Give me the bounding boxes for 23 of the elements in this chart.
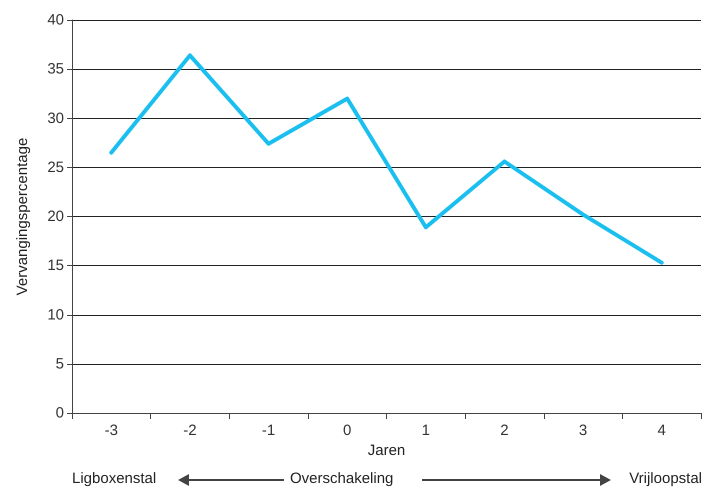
x-tick-label: 3 [578,422,588,439]
x-tick-label: -1 [262,422,276,439]
y-tick-label: 30 [47,110,64,127]
y-tick-label: 5 [56,355,64,372]
y-tick-label: 20 [47,208,64,225]
x-axis-title: Jaren [368,442,406,459]
text: Overschakeling [290,470,394,487]
y-tick-label: 10 [47,306,64,324]
text: Vrijloopstal [629,470,702,487]
y-tick-label: 35 [47,60,64,78]
x-tick-label: 2 [500,422,509,439]
text: Ligboxenstal [72,470,156,487]
y-tick-label: 40 [47,12,64,28]
x-tick-label: 4 [658,422,666,439]
y-axis-title: Vervangingspercentage [14,138,31,296]
line-series [109,53,664,265]
x-tick-label: 0 [343,422,352,439]
x-tick-label: -2 [183,422,197,439]
x-tick-label: -3 [104,422,118,439]
y-tick-label: 15 [47,257,64,274]
x-tick-label: 1 [422,422,430,439]
y-tick-label: 25 [47,158,64,176]
y-tick-label: 0 [56,404,64,422]
